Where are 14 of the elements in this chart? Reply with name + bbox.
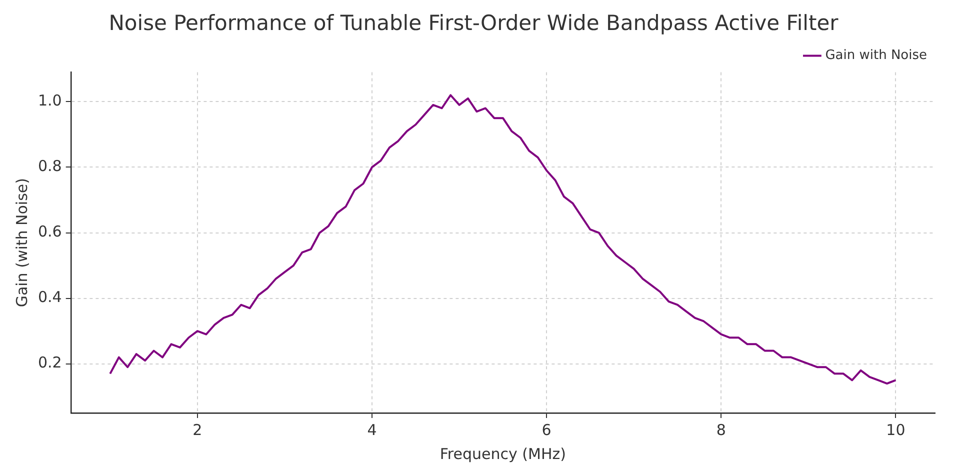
x-tick-label: 4 [367, 420, 377, 439]
x-tick-label: 8 [716, 420, 726, 439]
x-tick-label: 10 [886, 420, 906, 439]
y-tick-label: 0.4 [38, 288, 62, 306]
x-tick-label: 6 [542, 420, 552, 439]
y-tick-label: 0.2 [38, 354, 62, 372]
legend-label: Gain with Noise [825, 48, 928, 64]
y-tick-label: 0.6 [38, 222, 62, 241]
x-tick-label: 2 [192, 420, 202, 439]
y-axis-title: Gain (with Noise) [12, 178, 31, 308]
chart-title: Noise Performance of Tunable First-Order Wide Bandpass Active Filter [108, 11, 839, 36]
x-axis-title: Frequency (MHz) [440, 444, 566, 463]
y-tick-label: 1.0 [38, 92, 62, 110]
y-tick-label: 0.8 [38, 157, 62, 176]
